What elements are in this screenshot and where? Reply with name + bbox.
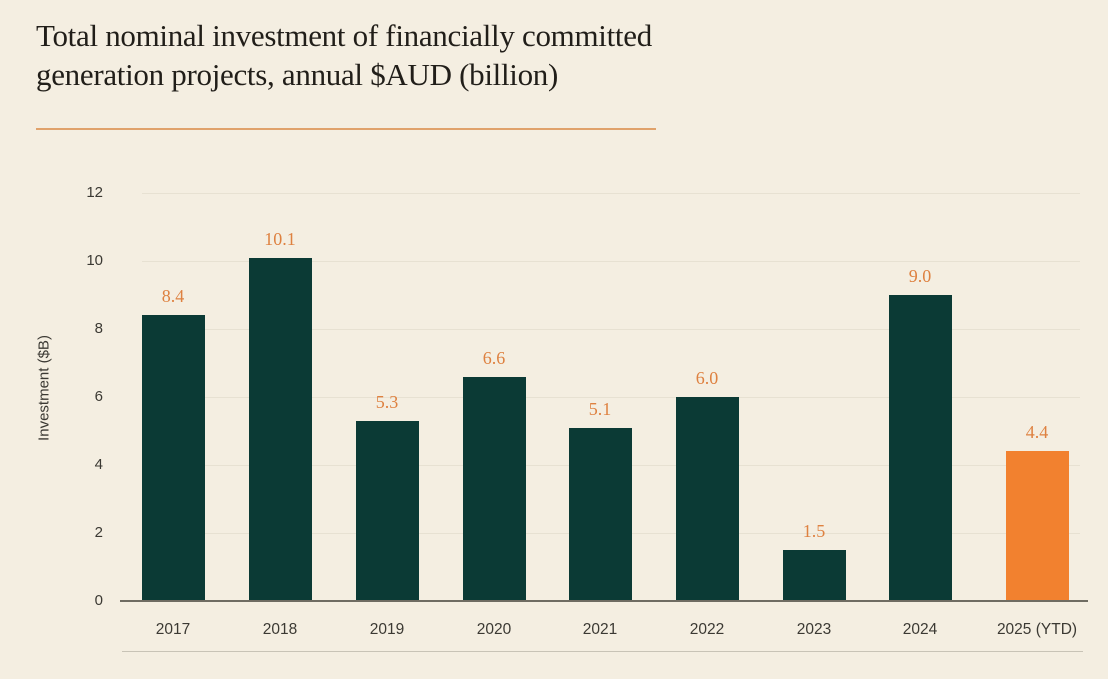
x-tick-label: 2018 xyxy=(262,621,298,638)
chart-title-line2: generation projects, annual $AUD (billio… xyxy=(36,57,558,92)
bottom-divider xyxy=(122,651,1083,652)
x-tick-label: 2021 xyxy=(582,621,618,638)
y-tick-label: 0 xyxy=(94,592,103,609)
x-tick-label: 2024 xyxy=(902,621,938,638)
bar xyxy=(782,550,846,601)
x-tick-label: 2019 xyxy=(369,621,405,638)
y-tick-label: 8 xyxy=(94,320,103,337)
bar xyxy=(1005,451,1069,601)
y-gridline xyxy=(142,397,1080,398)
x-tick-label: 2017 xyxy=(155,621,191,638)
x-axis-baseline xyxy=(120,600,1088,602)
bar xyxy=(248,257,312,601)
bar xyxy=(675,397,739,601)
x-tick-label: 2022 xyxy=(689,621,725,638)
bar xyxy=(888,295,952,601)
bar xyxy=(568,427,632,601)
bar-value-label: 9.0 xyxy=(908,266,932,286)
bar-value-label: 4.4 xyxy=(1025,422,1049,443)
y-axis-title: Investment ($B) xyxy=(35,335,53,441)
bar-value-label: 5.1 xyxy=(588,398,612,419)
y-tick-label: 2 xyxy=(94,524,103,541)
bar-value-label: 1.5 xyxy=(802,521,826,541)
y-tick-label: 10 xyxy=(86,252,103,269)
bar-value-label: 5.3 xyxy=(375,391,399,412)
x-tick-label: 2020 xyxy=(476,621,512,638)
bar-value-label: 8.4 xyxy=(161,286,185,307)
y-gridline xyxy=(142,329,1080,330)
bar-value-label: 6.0 xyxy=(695,368,719,388)
title-accent-rule xyxy=(36,128,656,130)
bar-value-label: 10.1 xyxy=(264,228,296,249)
y-tick-label: 12 xyxy=(86,184,103,201)
x-tick-label: 2025 (YTD) xyxy=(996,621,1078,638)
y-tick-label: 4 xyxy=(94,456,103,473)
chart-title-line1: Total nominal investment of financially … xyxy=(36,18,652,53)
y-tick-label: 6 xyxy=(94,388,103,405)
bar xyxy=(462,376,526,601)
bar xyxy=(141,315,205,601)
x-tick-label: 2023 xyxy=(796,621,832,638)
bar-value-label: 6.6 xyxy=(482,347,506,368)
bar xyxy=(355,420,419,601)
chart-title: Total nominal investment of financially … xyxy=(36,16,652,94)
y-gridline xyxy=(142,261,1080,262)
y-gridline xyxy=(142,193,1080,194)
